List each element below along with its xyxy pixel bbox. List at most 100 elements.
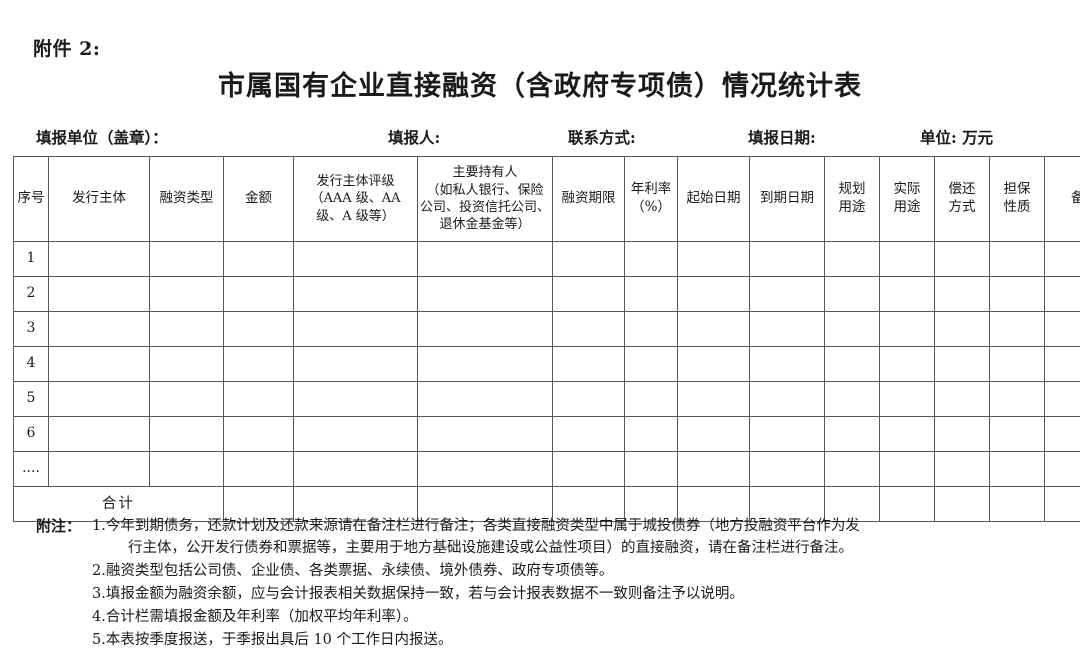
total-cell-amount[interactable] (223, 486, 294, 522)
cell-maturity-date[interactable] (749, 451, 825, 487)
cell-amount[interactable] (223, 381, 294, 417)
cell-repayment-method[interactable] (934, 451, 990, 487)
cell-annual-rate[interactable] (624, 311, 678, 347)
cell-financing-term[interactable] (552, 416, 625, 452)
cell-actual-use[interactable] (879, 416, 935, 452)
cell-issuer-rating[interactable] (293, 346, 418, 382)
cell-main-holder[interactable] (417, 451, 553, 487)
total-cell-guarantee-type[interactable] (989, 486, 1045, 522)
cell-start-date[interactable] (677, 276, 750, 312)
cell-repayment-method[interactable] (934, 276, 990, 312)
cell-repayment-method[interactable] (934, 416, 990, 452)
cell-financing-term[interactable] (552, 451, 625, 487)
cell-amount[interactable] (223, 241, 294, 277)
cell-guarantee-type[interactable] (989, 416, 1045, 452)
cell-issuer-rating[interactable] (293, 416, 418, 452)
cell-planned-use[interactable] (824, 241, 880, 277)
cell-planned-use[interactable] (824, 381, 880, 417)
table-row[interactable]: 2 (13, 276, 1080, 312)
cell-amount[interactable] (223, 416, 294, 452)
cell-actual-use[interactable] (879, 381, 935, 417)
cell-remark[interactable] (1044, 311, 1080, 347)
cell-guarantee-type[interactable] (989, 451, 1045, 487)
cell-start-date[interactable] (677, 346, 750, 382)
cell-actual-use[interactable] (879, 241, 935, 277)
cell-guarantee-type[interactable] (989, 381, 1045, 417)
cell-actual-use[interactable] (879, 346, 935, 382)
cell-actual-use[interactable] (879, 311, 935, 347)
cell-annual-rate[interactable] (624, 346, 678, 382)
cell-start-date[interactable] (677, 451, 750, 487)
cell-actual-use[interactable] (879, 451, 935, 487)
cell-financing-type[interactable] (149, 451, 224, 487)
table-row[interactable]: 3 (13, 311, 1080, 347)
table-row[interactable]: 6 (13, 416, 1080, 452)
cell-annual-rate[interactable] (624, 381, 678, 417)
cell-main-holder[interactable] (417, 241, 553, 277)
cell-financing-type[interactable] (149, 381, 224, 417)
cell-issuer-rating[interactable] (293, 276, 418, 312)
cell-maturity-date[interactable] (749, 276, 825, 312)
cell-issuer-rating[interactable] (293, 241, 418, 277)
cell-annual-rate[interactable] (624, 276, 678, 312)
cell-issuer[interactable] (48, 416, 150, 452)
table-total-row[interactable]: 合计 (13, 486, 1080, 522)
cell-remark[interactable] (1044, 451, 1080, 487)
cell-start-date[interactable] (677, 241, 750, 277)
total-cell-planned-use[interactable] (824, 486, 880, 522)
cell-repayment-method[interactable] (934, 241, 990, 277)
cell-actual-use[interactable] (879, 276, 935, 312)
cell-maturity-date[interactable] (749, 241, 825, 277)
cell-maturity-date[interactable] (749, 381, 825, 417)
table-row[interactable]: 4 (13, 346, 1080, 382)
cell-financing-term[interactable] (552, 276, 625, 312)
cell-issuer[interactable] (48, 346, 150, 382)
cell-amount[interactable] (223, 276, 294, 312)
cell-issuer[interactable] (48, 311, 150, 347)
cell-main-holder[interactable] (417, 311, 553, 347)
total-cell-annual-rate[interactable] (624, 486, 678, 522)
total-cell-repayment-method[interactable] (934, 486, 990, 522)
cell-guarantee-type[interactable] (989, 276, 1045, 312)
cell-issuer-rating[interactable] (293, 311, 418, 347)
cell-remark[interactable] (1044, 381, 1080, 417)
cell-financing-type[interactable] (149, 346, 224, 382)
cell-start-date[interactable] (677, 416, 750, 452)
cell-guarantee-type[interactable] (989, 241, 1045, 277)
cell-issuer-rating[interactable] (293, 451, 418, 487)
cell-annual-rate[interactable] (624, 241, 678, 277)
cell-financing-type[interactable] (149, 311, 224, 347)
cell-guarantee-type[interactable] (989, 346, 1045, 382)
cell-amount[interactable] (223, 346, 294, 382)
cell-financing-type[interactable] (149, 241, 224, 277)
total-cell-financing-term[interactable] (552, 486, 625, 522)
cell-main-holder[interactable] (417, 276, 553, 312)
cell-repayment-method[interactable] (934, 311, 990, 347)
total-cell-issuer-rating[interactable] (293, 486, 418, 522)
table-row[interactable]: 1 (13, 241, 1080, 277)
cell-issuer-rating[interactable] (293, 381, 418, 417)
cell-amount[interactable] (223, 451, 294, 487)
total-cell-start-date[interactable] (677, 486, 750, 522)
cell-financing-type[interactable] (149, 416, 224, 452)
cell-issuer[interactable] (48, 451, 150, 487)
cell-remark[interactable] (1044, 416, 1080, 452)
table-row[interactable]: 5 (13, 381, 1080, 417)
cell-remark[interactable] (1044, 346, 1080, 382)
total-cell-remark[interactable] (1044, 486, 1080, 522)
cell-planned-use[interactable] (824, 276, 880, 312)
cell-issuer[interactable] (48, 276, 150, 312)
cell-maturity-date[interactable] (749, 346, 825, 382)
cell-main-holder[interactable] (417, 346, 553, 382)
table-row[interactable]: .... (13, 451, 1080, 487)
cell-planned-use[interactable] (824, 451, 880, 487)
cell-repayment-method[interactable] (934, 346, 990, 382)
cell-annual-rate[interactable] (624, 451, 678, 487)
cell-guarantee-type[interactable] (989, 311, 1045, 347)
cell-issuer[interactable] (48, 381, 150, 417)
cell-remark[interactable] (1044, 276, 1080, 312)
cell-start-date[interactable] (677, 381, 750, 417)
cell-annual-rate[interactable] (624, 416, 678, 452)
cell-issuer[interactable] (48, 241, 150, 277)
total-cell-main-holder[interactable] (417, 486, 553, 522)
